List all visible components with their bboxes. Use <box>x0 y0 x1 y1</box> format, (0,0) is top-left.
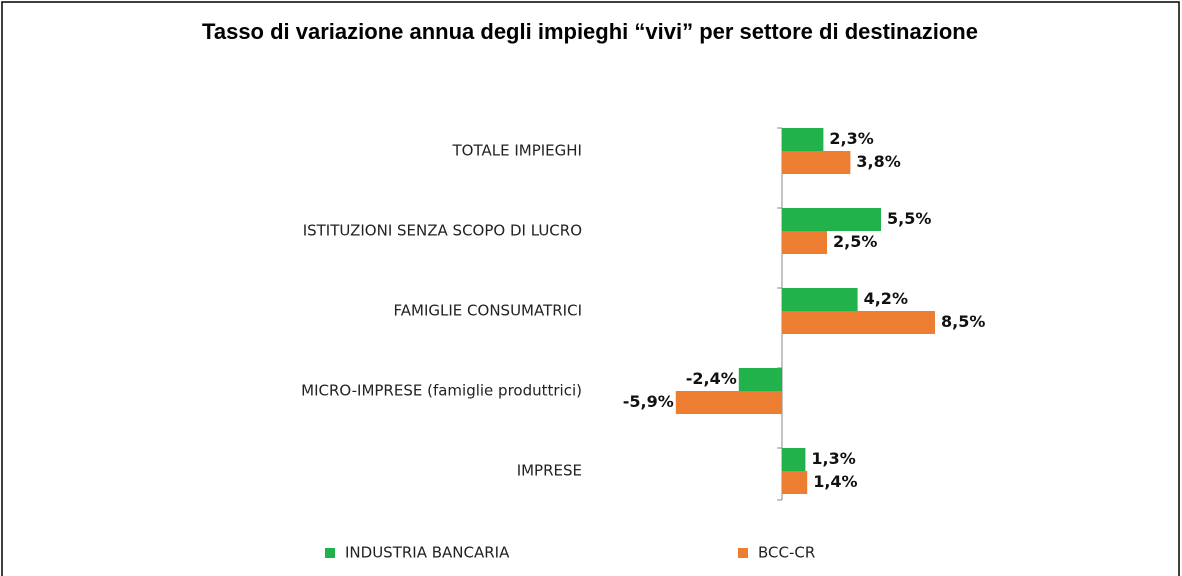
value-label: 2,5% <box>833 232 877 251</box>
bar <box>782 208 881 231</box>
bar <box>782 448 806 471</box>
legend-label: BCC-CR <box>758 544 815 562</box>
chart-title: Tasso di variazione annua degli impieghi… <box>202 19 978 44</box>
legend-swatch <box>738 548 748 558</box>
bar <box>782 231 827 254</box>
bar <box>782 471 808 494</box>
bar <box>782 288 858 311</box>
category-label: ISTITUZIONI SENZA SCOPO DI LUCRO <box>303 222 582 240</box>
value-label: -2,4% <box>686 369 737 388</box>
legend-swatch <box>325 548 335 558</box>
legend-label: INDUSTRIA BANCARIA <box>345 544 510 562</box>
category-label: TOTALE IMPIEGHI <box>452 142 582 160</box>
bar <box>675 391 782 414</box>
bar <box>738 368 782 391</box>
bar <box>782 151 851 174</box>
value-label: 1,3% <box>811 449 855 468</box>
value-label: -5,9% <box>623 392 674 411</box>
bar <box>782 128 824 151</box>
value-label: 2,3% <box>829 129 873 148</box>
bar <box>782 311 935 334</box>
value-label: 1,4% <box>813 472 857 491</box>
category-label: MICRO-IMPRESE (famiglie produttrici) <box>301 382 582 400</box>
category-label: FAMIGLIE CONSUMATRICI <box>394 302 582 320</box>
value-label: 8,5% <box>941 312 985 331</box>
value-label: 3,8% <box>856 152 900 171</box>
category-label: IMPRESE <box>517 462 582 480</box>
value-label: 4,2% <box>864 289 908 308</box>
value-label: 5,5% <box>887 209 931 228</box>
